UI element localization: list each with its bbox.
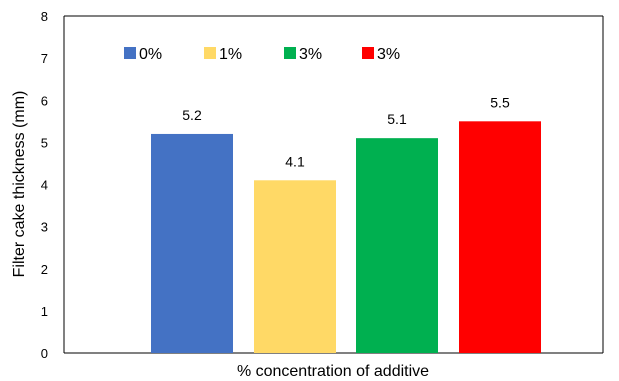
bar — [356, 138, 438, 353]
legend-item: 1% — [204, 46, 242, 63]
data-labels: 5.2 4.1 5.1 5.5 — [182, 94, 510, 169]
y-tick-label: 1 — [41, 304, 48, 319]
data-label: 4.1 — [285, 153, 305, 169]
bar — [151, 133, 233, 353]
y-tick-label: 5 — [41, 135, 48, 150]
legend-swatch — [204, 47, 216, 59]
y-tick-label: 6 — [41, 93, 48, 108]
legend-swatch — [284, 47, 296, 59]
legend-item: 0% — [124, 46, 162, 63]
legend: 0% 1% 3% 3% — [124, 46, 400, 63]
data-label: 5.5 — [490, 94, 510, 110]
legend-label: 3% — [299, 46, 322, 63]
y-tick-label: 0 — [41, 346, 48, 361]
legend-label: 1% — [219, 46, 242, 63]
x-axis-title: % concentration of additive — [237, 363, 429, 380]
legend-item: 3% — [362, 46, 400, 63]
legend-swatch — [124, 47, 136, 59]
y-tick-label: 4 — [41, 178, 48, 193]
y-tick-label: 3 — [41, 220, 48, 235]
y-tick-label: 2 — [41, 262, 48, 277]
y-tick-label: 8 — [41, 9, 48, 24]
legend-label: 3% — [377, 46, 400, 63]
y-axis-title: Filter cake thickness (mm) — [11, 91, 28, 278]
bars — [151, 121, 541, 353]
y-tick-label: 7 — [41, 51, 48, 66]
bar — [459, 121, 541, 353]
y-tick-labels: 0 1 2 3 4 5 6 7 8 — [41, 9, 48, 361]
legend-swatch — [362, 47, 374, 59]
legend-label: 0% — [139, 46, 162, 63]
legend-item: 3% — [284, 46, 322, 63]
data-label: 5.1 — [387, 111, 407, 127]
bar — [254, 180, 336, 353]
data-label: 5.2 — [182, 107, 202, 123]
